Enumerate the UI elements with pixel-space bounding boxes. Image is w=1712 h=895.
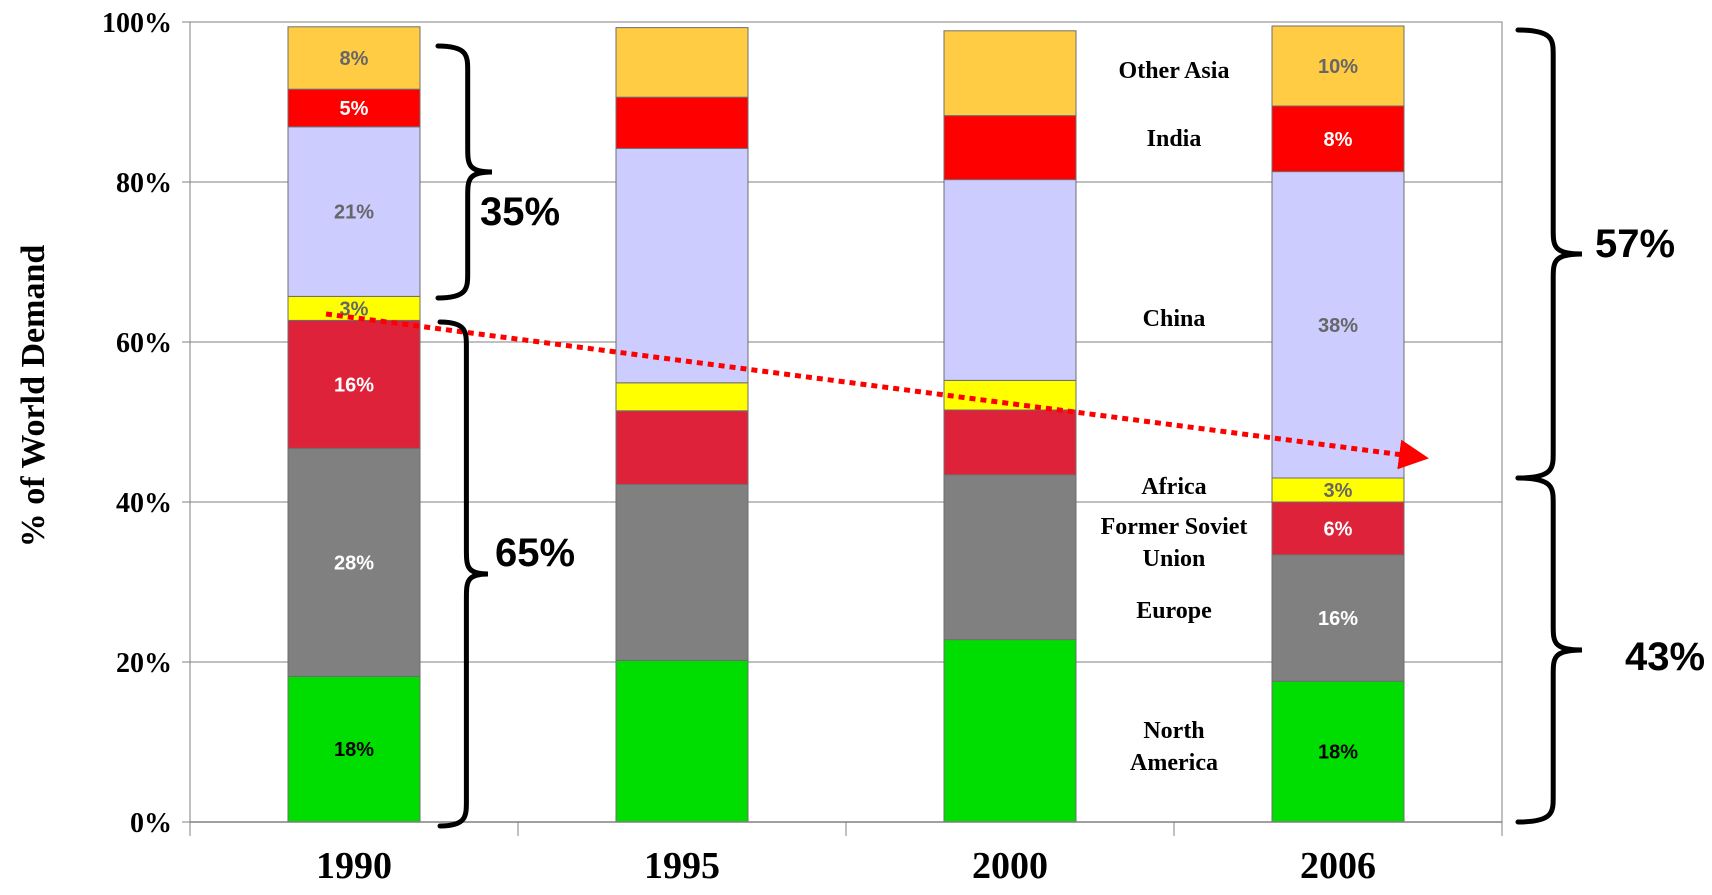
y-tick-label: 100% [102, 8, 172, 39]
region-label: Former Soviet [1101, 514, 1248, 540]
region-label: India [1147, 126, 1202, 152]
region-label: North [1143, 718, 1204, 744]
y-tick-label: 80% [116, 168, 172, 199]
bar-segment [943, 30, 1077, 117]
bar-segment [1271, 171, 1405, 479]
bar-segment [615, 382, 749, 412]
brace-label-1990-bottom: 65% [495, 531, 575, 575]
bar-segment [287, 26, 421, 90]
segment-label: 38% [1318, 315, 1358, 337]
brace-1990-top [435, 43, 493, 301]
segment-label: 3% [1324, 480, 1353, 502]
segment-label: 8% [1324, 129, 1353, 151]
bar-segment [943, 474, 1077, 641]
region-labels: Other Asia India China Africa Former Soviet U… [1101, 58, 1248, 776]
segment-label: 6% [1324, 518, 1353, 540]
axes [189, 21, 1503, 836]
braces: 35% 65% 57% 43% [435, 27, 1705, 829]
bar-segment [615, 659, 749, 823]
y-tick-label: 0% [130, 808, 172, 839]
brace-label-2006-bottom: 43% [1625, 635, 1705, 679]
bar-segment [943, 409, 1077, 476]
bar-segment [287, 447, 421, 677]
trend-line [325, 311, 1429, 470]
brace-2006-top [1515, 27, 1583, 481]
segment-label: 3% [340, 298, 369, 320]
region-label: China [1143, 306, 1206, 332]
bar-segment [287, 88, 421, 128]
x-tick-label: 2006 [1300, 845, 1376, 887]
segment-label: 18% [334, 739, 374, 761]
bar-segment [287, 675, 421, 823]
trend-arrow [325, 311, 1429, 470]
bar-segment [615, 96, 749, 149]
x-tick-label: 2000 [972, 845, 1048, 887]
bar-segment [943, 379, 1077, 411]
bar-segment [615, 27, 749, 98]
brace-1990-bottom [437, 319, 489, 829]
bar-segment [1271, 25, 1405, 107]
bar-segment [615, 483, 749, 661]
segment-label: 28% [334, 552, 374, 574]
y-axis-label: % of World Demand [15, 245, 52, 548]
y-tick-label: 40% [116, 488, 172, 519]
segment-label: 5% [340, 98, 369, 120]
bar-segment [1271, 680, 1405, 823]
bar-segment [1271, 105, 1405, 173]
segment-label: 16% [1318, 608, 1358, 630]
region-label: Other Asia [1119, 58, 1230, 84]
segment-label: 18% [1318, 742, 1358, 764]
brace-label-1990-top: 35% [480, 190, 560, 234]
bar-segment [943, 639, 1077, 823]
bar-segment [943, 179, 1077, 381]
y-tick-labels: 0% 20% 40% 60% 80% 100% [102, 8, 172, 839]
bar-segment [1271, 477, 1405, 503]
x-tick-labels: 1990 1995 2000 2006 [316, 845, 1376, 887]
x-tick-label: 1990 [316, 845, 392, 887]
y-tick-label: 60% [116, 328, 172, 359]
bar-segment [287, 126, 421, 297]
bar-segment [943, 115, 1077, 181]
bars: 18% 28% 16% 3% 21% 5% 8% 18% 16% 6% 3% 38% 8% 10% [287, 25, 1405, 823]
region-label: Union [1143, 546, 1206, 572]
segment-label: 21% [334, 202, 374, 224]
x-tick-label: 1995 [644, 845, 720, 887]
region-label: America [1130, 750, 1218, 776]
bar-segment [1271, 554, 1405, 682]
segment-label: 8% [340, 48, 369, 70]
region-label: Africa [1141, 474, 1206, 500]
bar-segment [615, 410, 749, 485]
bar-segment [1271, 501, 1405, 556]
segment-label: 10% [1318, 56, 1358, 78]
brace-label-2006-top: 57% [1595, 222, 1675, 266]
bar-segment [615, 147, 749, 384]
segment-label: 16% [334, 374, 374, 396]
y-tick-label: 20% [116, 648, 172, 679]
region-label: Europe [1136, 598, 1212, 624]
brace-2006-bottom [1515, 475, 1583, 825]
